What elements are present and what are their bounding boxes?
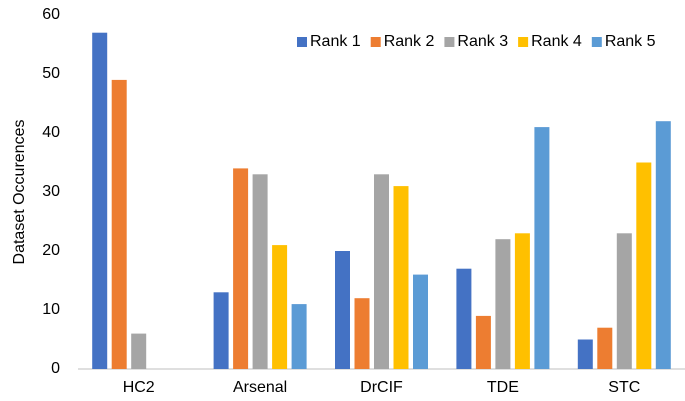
bar [514, 233, 530, 369]
legend-label: Rank 2 [384, 33, 435, 50]
legend-label: Rank 3 [457, 33, 508, 50]
bar [495, 239, 511, 369]
bar [213, 292, 229, 369]
bar [131, 333, 147, 369]
bar [291, 304, 307, 369]
y-tick-label: 10 [42, 301, 60, 318]
bar [111, 79, 127, 370]
y-tick-label: 0 [51, 360, 60, 377]
legend-label: Rank 5 [605, 33, 656, 50]
bar [335, 251, 350, 369]
legend-label: Rank 4 [531, 33, 582, 50]
bar [92, 32, 108, 369]
bar [456, 268, 472, 369]
legend-swatch [370, 37, 381, 47]
bar [577, 339, 593, 369]
x-tick-label: DrCIF [360, 379, 403, 396]
legend-swatch [518, 37, 529, 47]
y-tick-label: 20 [42, 242, 60, 259]
legend-label: Rank 1 [310, 33, 361, 50]
bar [655, 121, 671, 369]
x-tick-label: HC2 [123, 379, 155, 396]
y-axis-label: Dataset Occurences [11, 120, 28, 265]
bar [616, 233, 632, 369]
legend-swatch [297, 37, 307, 47]
bar [413, 274, 428, 369]
bar [252, 174, 268, 369]
bar [354, 298, 370, 369]
bar [393, 186, 409, 369]
x-tick-label: TDE [487, 379, 519, 396]
bar [272, 245, 288, 369]
legend-swatch [591, 37, 602, 47]
legend-swatch [444, 37, 455, 47]
bar [534, 127, 550, 369]
bar [597, 327, 613, 369]
bar [374, 174, 389, 369]
bar [233, 168, 249, 369]
x-tick-label: STC [608, 379, 640, 396]
y-tick-label: 60 [42, 6, 60, 23]
bar [636, 162, 652, 369]
bar [475, 315, 491, 369]
y-tick-label: 30 [42, 183, 60, 200]
y-tick-label: 50 [42, 65, 60, 82]
y-tick-label: 40 [42, 124, 60, 141]
x-tick-label: Arsenal [233, 379, 287, 396]
